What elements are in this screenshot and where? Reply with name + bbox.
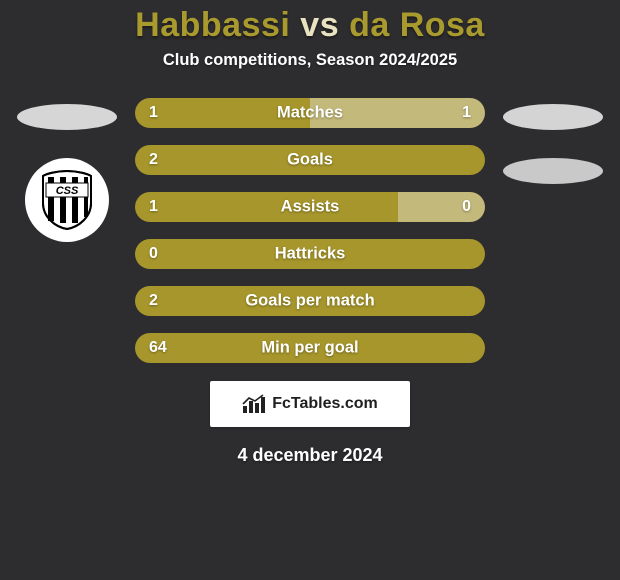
stat-left-value: 1 [149, 104, 158, 122]
stat-bar: 0 Hattricks [135, 239, 485, 269]
date-text: 4 december 2024 [237, 445, 382, 466]
stat-left-value: 2 [149, 151, 158, 169]
source-text: FcTables.com [272, 395, 378, 413]
chart-icon [242, 394, 266, 414]
right-ellipse-bottom [503, 158, 603, 184]
right-column [503, 98, 603, 184]
stat-label: Min per goal [261, 339, 358, 358]
vs-text: vs [300, 6, 339, 44]
stat-bar: 1 0 Assists [135, 192, 485, 222]
club-logo-inner: CSS [29, 162, 105, 238]
stat-label: Goals per match [245, 292, 374, 311]
player1-name: Habbassi [135, 6, 290, 44]
main-row: CSS 1 1 Matches 2 Goals 1 0 Assists 0 Hattricks 2 G… [0, 98, 620, 363]
stat-right-value: 1 [462, 104, 471, 122]
club-logo-left: CSS [25, 158, 109, 242]
page-title: Habbassi vs da Rosa [135, 6, 485, 45]
player2-name: da Rosa [349, 6, 485, 44]
source-badge: FcTables.com [210, 381, 410, 427]
svg-text:CSS: CSS [56, 185, 79, 197]
container: Habbassi vs da Rosa Club competitions, S… [0, 0, 620, 580]
stat-left-value: 64 [149, 339, 167, 357]
stats-bars: 1 1 Matches 2 Goals 1 0 Assists 0 Hattricks 2 Goals… [135, 98, 485, 363]
stat-bar: 1 1 Matches [135, 98, 485, 128]
left-ellipse [17, 104, 117, 130]
left-column: CSS [17, 98, 117, 242]
stat-left-value: 2 [149, 292, 158, 310]
stat-label: Hattricks [275, 245, 346, 264]
subtitle: Club competitions, Season 2024/2025 [163, 51, 457, 70]
stat-bar: 2 Goals [135, 145, 485, 175]
club-crest-icon: CSS [40, 169, 94, 231]
stat-bar: 2 Goals per match [135, 286, 485, 316]
stat-right-value: 0 [462, 198, 471, 216]
stat-label: Goals [287, 151, 333, 170]
stat-bar: 64 Min per goal [135, 333, 485, 363]
stat-label: Matches [277, 104, 343, 123]
stat-label: Assists [281, 198, 340, 217]
stat-left-value: 0 [149, 245, 158, 263]
right-ellipse-top [503, 104, 603, 130]
stat-left-value: 1 [149, 198, 158, 216]
